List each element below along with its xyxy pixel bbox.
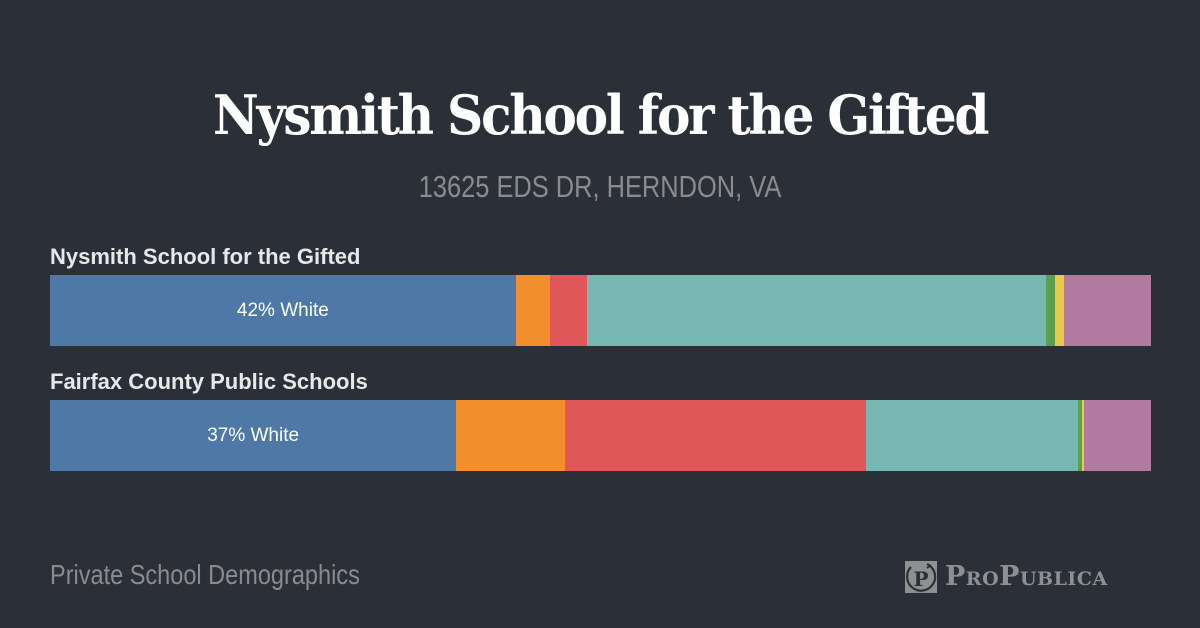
bar-segment bbox=[1081, 400, 1084, 471]
bar-segment bbox=[456, 400, 566, 471]
svg-text:P: P bbox=[913, 567, 928, 591]
bar-segment bbox=[865, 400, 1079, 471]
bar-segment bbox=[1046, 275, 1056, 346]
bar-segment: 37% White bbox=[50, 400, 457, 471]
bar-segment bbox=[1078, 400, 1082, 471]
bar-segment: 42% White bbox=[50, 275, 516, 346]
bar-segment bbox=[1063, 275, 1151, 346]
bar-label-district: Fairfax County Public Schools bbox=[50, 369, 368, 394]
bar-segment bbox=[515, 275, 550, 346]
propublica-p-icon: P bbox=[905, 561, 937, 593]
propublica-wordmark: ProPublica bbox=[945, 561, 1108, 592]
segment-label: 42% White bbox=[236, 299, 329, 321]
bar-segment bbox=[587, 275, 1047, 346]
bar-segment bbox=[549, 275, 588, 346]
footer-caption: Private School Demographics bbox=[50, 559, 360, 590]
school-address: 13625 EDS DR, HERNDON, VA bbox=[418, 169, 782, 204]
stacked-bar-district: 37% White bbox=[50, 400, 1151, 471]
bar-label-school: Nysmith School for the Gifted bbox=[50, 244, 361, 269]
segment-label: 37% White bbox=[207, 424, 300, 446]
bar-segment bbox=[1083, 400, 1151, 471]
propublica-logo[interactable]: P ProPublica bbox=[905, 560, 1108, 594]
bar-segment bbox=[565, 400, 866, 471]
bar-segment bbox=[1055, 275, 1064, 346]
stacked-bar-school: 42% White bbox=[50, 275, 1151, 346]
page-title: Nysmith School for the Gifted bbox=[212, 83, 990, 147]
